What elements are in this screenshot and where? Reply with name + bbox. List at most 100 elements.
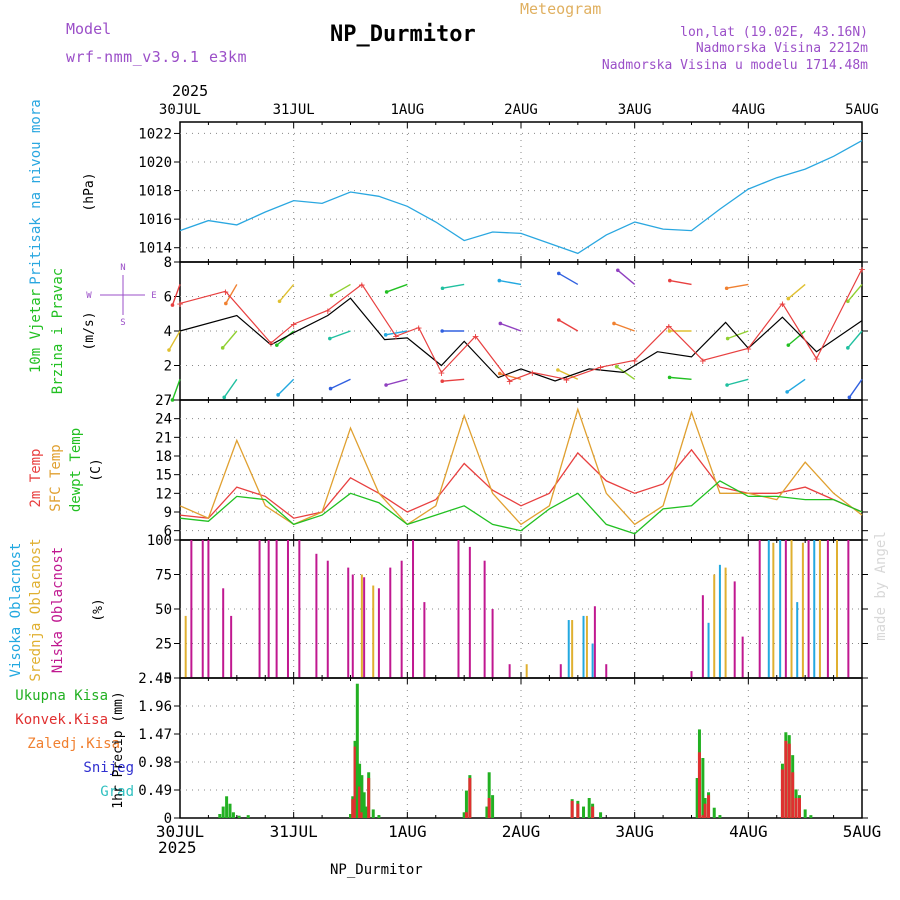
cloud-bar-low — [784, 540, 787, 678]
wind-arrow — [787, 283, 806, 300]
wind-arrow — [669, 376, 692, 380]
xaxis-bottom-label: 31JUL — [270, 822, 318, 841]
wind-arrow — [330, 378, 351, 390]
wind-arrow — [386, 283, 408, 293]
wind-arrow — [847, 330, 863, 349]
wind-arrow — [617, 269, 636, 285]
wind-arrow-head — [785, 390, 789, 394]
precip-bar-convective — [591, 806, 595, 818]
cloud-bar-mid — [801, 542, 804, 678]
footer-station: NP_Durmitor — [330, 862, 423, 878]
watermark: made by Angel — [873, 531, 889, 641]
wind-gust-marker: + — [506, 375, 513, 388]
pressure-panel-ytick-label: 1016 — [138, 212, 172, 228]
cloud-bar-low — [483, 560, 486, 678]
wind-ylabel-sub: Brzina i Pravac — [50, 268, 66, 394]
cloud-bar-low — [733, 581, 736, 678]
precip-bar-convective — [351, 799, 355, 818]
precip-bar-convective — [787, 743, 791, 818]
wind-gust-marker: + — [177, 297, 184, 310]
xaxis-bottom-label: 4AUG — [729, 822, 768, 841]
wind-panel-ytick-label: 2 — [164, 359, 172, 375]
wind-arrow-head — [498, 321, 503, 326]
wind-panel-ytick-label: 8 — [164, 255, 172, 271]
wind-gust-marker: + — [779, 297, 786, 310]
wind-arrow-head — [556, 318, 561, 322]
wind-arrow — [847, 283, 863, 302]
precip-bar-convective — [780, 769, 784, 818]
pressure-panel-ytick-label: 1022 — [138, 126, 172, 142]
wind-arrow — [613, 322, 635, 332]
precip-bar-convective — [576, 803, 580, 818]
cloud-bar-low — [389, 567, 392, 678]
cloud-bar-low — [807, 540, 810, 678]
cloud-bar-low — [267, 540, 270, 678]
wind-arrow — [557, 369, 579, 380]
cloud-unit: (%) — [91, 598, 106, 621]
wind-arrow-head — [170, 398, 175, 402]
precip-panel-ytick-label: 0.49 — [138, 783, 172, 799]
precip-bar-total — [355, 683, 359, 818]
wind-arrow-head — [220, 346, 225, 350]
wind-arrow — [558, 272, 579, 286]
cloud-bar-low — [508, 664, 511, 678]
precip-bar-convective — [701, 815, 705, 818]
wind-gust-marker: + — [859, 263, 866, 276]
wind-arrow-head — [556, 368, 560, 372]
precip-bar-total — [221, 806, 225, 818]
cloud-bar-low — [826, 540, 829, 678]
cloud-bar-low — [468, 546, 471, 678]
wind-arrow — [168, 330, 181, 351]
wind-arrow-head — [329, 293, 334, 298]
wind-arrow — [442, 378, 465, 382]
cloud-bar-high — [591, 643, 594, 678]
cloud-bar-high — [767, 540, 770, 678]
temp-unit: (C) — [89, 458, 104, 481]
cloud-bar-low — [286, 540, 289, 678]
temp-ylabel-dew: dewpt Temp — [68, 428, 84, 512]
wind-gust-marker: + — [393, 330, 400, 343]
precip-bar-total — [587, 798, 591, 818]
precip-unit: 1hr Precip (mm) — [111, 691, 126, 808]
temp-ylabel-2m: 2m Temp — [28, 448, 44, 507]
pressure-panel-frame — [179, 121, 863, 263]
temp-panel-ytick-label: 12 — [155, 486, 172, 502]
cloud-panel-ytick-label: 25 — [155, 637, 172, 653]
wind-gust-marker: + — [359, 278, 366, 291]
xaxis-bottom-label: 30JUL — [156, 822, 204, 841]
wind-panel-ytick-label: 6 — [164, 290, 172, 306]
wind-arrow — [726, 378, 749, 386]
cloud-bar-mid — [818, 540, 821, 678]
cloud-panel-ytick-label: 75 — [155, 568, 172, 584]
wind-arrow-head — [170, 303, 175, 307]
cloud-bar-high — [813, 540, 816, 678]
wind-arrow-head — [614, 364, 619, 369]
cloud-bar-mid — [713, 574, 716, 678]
cloud-bar-low — [207, 540, 210, 678]
cloud-bar-low — [351, 574, 354, 678]
xaxis-top-label: 31JUL — [273, 102, 315, 118]
precip-panel-ytick-label: 0.98 — [138, 755, 172, 771]
pressure-panel-ytick-label: 1020 — [138, 155, 172, 171]
wind-gust-marker: + — [438, 366, 445, 379]
cloud-bar-low — [758, 540, 761, 678]
cloud-bar-low — [400, 560, 403, 678]
xaxis-bottom-label: 5AUG — [843, 822, 882, 841]
wind-arrow-head — [667, 329, 672, 333]
model-name: wrf-nmm_v3.9.1 e3km — [66, 48, 248, 66]
cloud-bar-low — [559, 664, 562, 678]
cloud-ylabel-mid: Srednja Oblacnost — [28, 538, 44, 681]
precip-bar-total — [364, 806, 368, 818]
cloud-bar-high — [779, 540, 782, 678]
cloud-bar-low — [190, 540, 193, 678]
wind-arrow-head — [275, 343, 279, 347]
precip-bar-total — [362, 792, 366, 818]
wind-arrow-head — [383, 333, 388, 337]
temp-panel-ytick-label: 27 — [155, 393, 172, 409]
wind-arrow-head — [328, 336, 332, 341]
wind-gust-marker: + — [222, 285, 229, 298]
precip-bar-total — [487, 772, 491, 818]
model-elevation-label: Nadmorska Visina u modelu 1714.48m — [601, 58, 868, 73]
wind-arrow — [787, 330, 806, 346]
